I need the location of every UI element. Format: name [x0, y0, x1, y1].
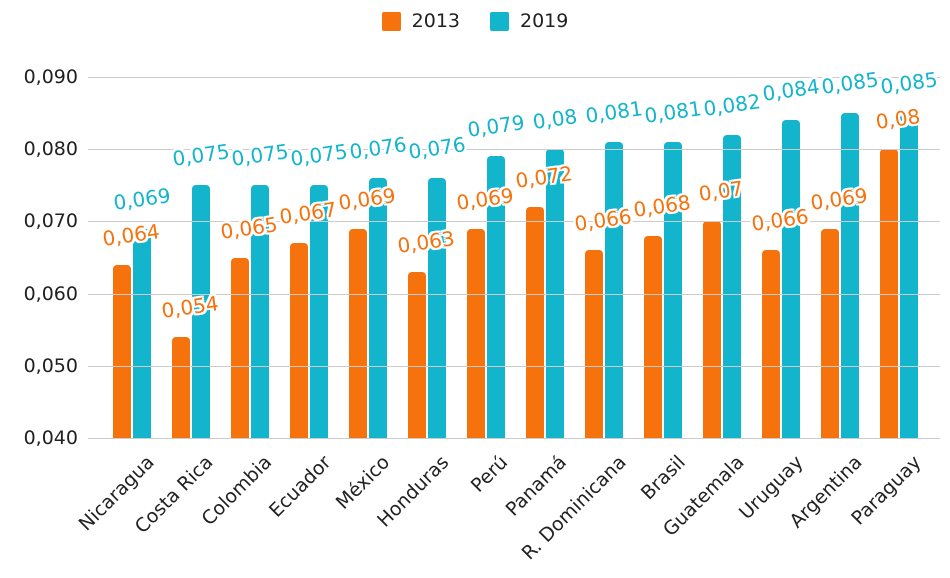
legend: 2013 2019	[0, 10, 950, 32]
bar-2013	[407, 271, 426, 438]
bar-2019	[781, 120, 800, 438]
y-tick-label: 0,090	[23, 66, 78, 88]
bar-2013	[643, 235, 662, 438]
y-tick-label: 0,040	[23, 427, 78, 449]
value-label-2013: 0,069	[454, 182, 515, 215]
x-axis-label: Ecuador	[264, 451, 336, 522]
bar-2013	[584, 250, 603, 438]
bar-2019	[663, 141, 682, 438]
value-label-2013: 0,08	[873, 104, 922, 135]
bar-2019	[427, 178, 446, 438]
bar-pair	[643, 77, 682, 438]
value-label-2013: 0,064	[100, 218, 161, 251]
category-slot: 0,063 0,076 Honduras	[373, 77, 466, 531]
x-axis-label: Perú	[466, 451, 513, 497]
y-tick-label: 0,050	[23, 354, 78, 377]
category-slot: 0,069 0,076 México	[332, 77, 408, 514]
legend-label-2013: 2013	[411, 10, 460, 32]
value-label-2013: 0,068	[631, 189, 692, 222]
category-slot: 0,064 0,069 Nicaragua	[74, 77, 171, 536]
y-axis: 0,090 0,080 0,070 0,060 0,050 0,040	[0, 0, 80, 578]
bar-pair	[230, 77, 269, 438]
bar-2013	[112, 264, 131, 438]
bar-pair	[584, 77, 623, 438]
legend-swatch-2019	[490, 11, 509, 31]
bar-pair	[289, 77, 328, 438]
value-label-2013: 0,065	[218, 211, 279, 244]
category-slot: 0,065 0,075 Colombia	[198, 77, 290, 530]
bar-2013	[761, 250, 780, 438]
value-label-2019: 0,085	[878, 67, 939, 99]
gridline	[88, 221, 940, 223]
gridline	[88, 149, 940, 151]
category-slot: 0,08 0,085 Paraguay	[847, 67, 938, 529]
bar-2019	[368, 178, 387, 438]
category-slot: 0,07 0,082 Guatemala	[659, 77, 762, 541]
value-label-2013: 0,072	[513, 161, 574, 193]
bar-pair	[820, 77, 859, 438]
bar-2013	[171, 336, 190, 438]
category-slot: 0,067 0,075 Ecuador	[265, 77, 349, 521]
bar-2013	[348, 228, 367, 438]
bar-2019	[840, 113, 859, 438]
value-label-2013: 0,063	[395, 226, 456, 258]
value-label-2013: 0,054	[159, 291, 220, 323]
gridline	[88, 365, 940, 367]
y-tick-label: 0,080	[23, 138, 78, 161]
legend-label-2019: 2019	[520, 10, 569, 32]
category-slot: 0,069 0,079 Perú	[450, 77, 525, 497]
bar-pair	[407, 77, 446, 438]
value-label-2019: 0,08	[530, 104, 579, 135]
bar-pair	[348, 77, 387, 438]
x-axis-label: Brasil	[636, 451, 690, 505]
gridline	[88, 293, 940, 295]
legend-item-2013: 2013	[381, 10, 460, 32]
value-label-2013: 0,067	[277, 197, 338, 229]
value-label-2013: 0,066	[572, 204, 633, 237]
legend-swatch-2013	[381, 11, 401, 31]
bar-2013	[525, 206, 544, 438]
bar-pair	[761, 77, 800, 438]
value-label-2013: 0,066	[749, 204, 810, 237]
x-axis-label: R. Dominicana	[517, 451, 631, 565]
bar-pair	[171, 77, 210, 438]
bar-2019	[899, 113, 918, 438]
bar-2019	[132, 228, 151, 438]
bar-2013	[230, 257, 249, 438]
category-slot: 0,066 0,084 Uruguay	[735, 74, 821, 523]
value-label-2013: 0,069	[336, 182, 397, 215]
y-tick-label: 0,070	[23, 210, 78, 233]
value-label-2013: 0,07	[696, 176, 745, 207]
y-tick-label: 0,060	[23, 282, 78, 305]
gridline	[88, 438, 940, 439]
bars-area: 0,064 0,069 Nicaragua 0,054 0,075 Costa Rica 0…	[74, 67, 938, 564]
bar-pair	[702, 77, 741, 438]
category-slot: 0,068 0,081 Brasil	[627, 77, 702, 504]
bar-pair	[112, 77, 151, 438]
bar-2013	[466, 228, 485, 438]
bar-2019	[604, 141, 623, 438]
category-slot: 0,069 0,085 Argentina	[785, 67, 879, 532]
bar-2013	[289, 243, 308, 438]
bar-2013	[702, 221, 721, 438]
category-slot: 0,054 0,075 Costa Rica	[131, 77, 231, 537]
value-label-2013: 0,069	[808, 182, 869, 215]
gridline	[88, 77, 940, 78]
bar-2013	[820, 228, 839, 438]
plot-area: 0,064 0,069 Nicaragua 0,054 0,075 Costa Rica 0…	[74, 67, 940, 564]
category-slot: 0,066 0,081 R. Dominicana	[517, 77, 643, 564]
legend-item-2019: 2019	[490, 10, 568, 32]
